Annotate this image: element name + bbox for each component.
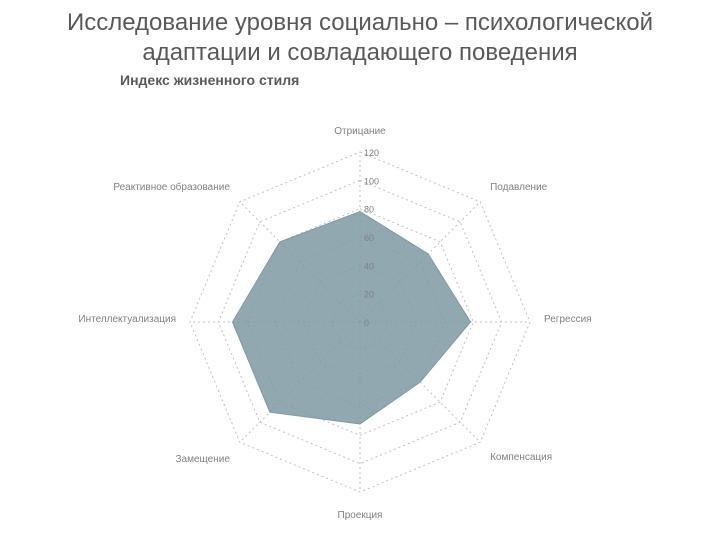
tick-label: 100 (364, 176, 379, 186)
tick-label: 120 (364, 148, 379, 158)
axis-label: Отрицание (334, 126, 386, 137)
axis-label: Интеллектуализация (78, 314, 176, 325)
radar-chart: Индекс жизненного стиля 020406080100120О… (0, 72, 720, 532)
axis-label: Замещение (176, 454, 231, 465)
tick-label: 60 (364, 233, 374, 243)
axis-label: Компенсация (490, 452, 552, 463)
tick-label: 20 (364, 290, 374, 300)
tick-label: 80 (364, 205, 374, 215)
tick-label: 40 (364, 261, 374, 271)
page-title: Исследование уровня социально – психолог… (40, 8, 680, 68)
radar-svg: 0 20 40 60 80 100 120 Отрицание Подавление Регрес… (0, 72, 720, 532)
axis-label: Подавление (490, 182, 548, 193)
axis-label: Регрессия (544, 314, 592, 325)
data-series (233, 212, 471, 425)
axis-label: Проекция (338, 510, 383, 521)
axis-label: Реактивное образование (113, 181, 230, 193)
tick-label: 0 (364, 318, 369, 328)
